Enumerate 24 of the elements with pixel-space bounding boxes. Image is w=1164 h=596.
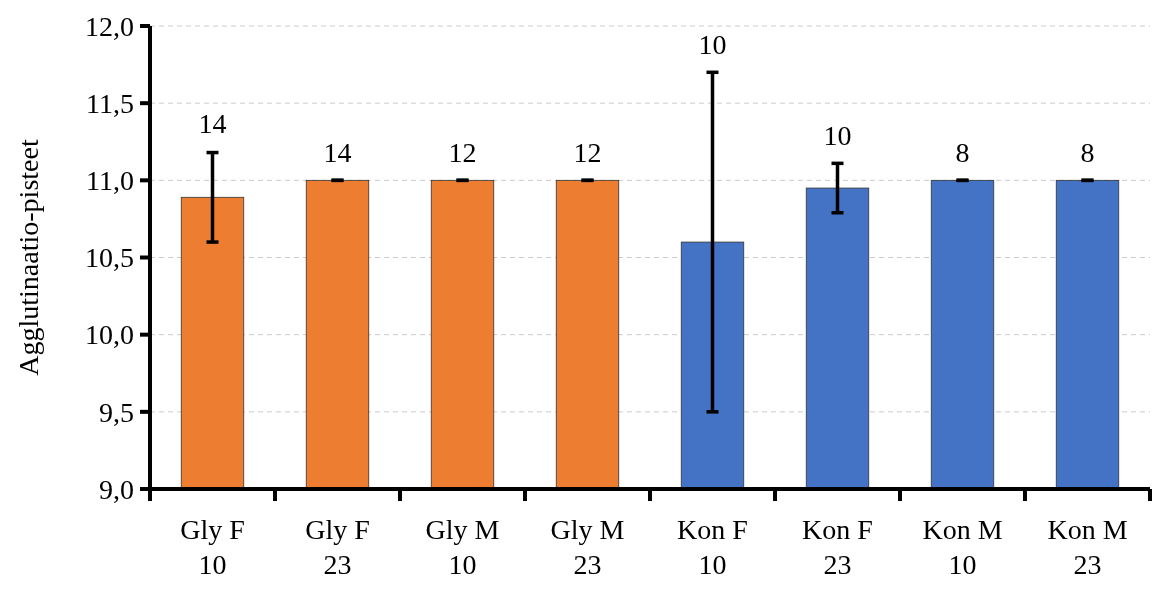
annotation: 8 [1080, 137, 1095, 169]
annotation: 14 [323, 137, 352, 169]
y-tick-label: 10,5 [85, 242, 134, 274]
x-tick-label: Gly M 10 [425, 514, 500, 580]
y-tick-label: 10,0 [85, 319, 134, 351]
y-tick-label: 9,0 [99, 473, 134, 505]
x-tick-label: Gly F 23 [305, 514, 370, 580]
annotation: 10 [698, 29, 727, 61]
annotation: 12 [573, 137, 602, 169]
annotation: 14 [198, 108, 227, 140]
y-tick-label: 11,0 [86, 165, 134, 197]
y-tick-label: 12,0 [85, 10, 134, 42]
x-tick-label: Kon F 23 [802, 514, 873, 580]
y-tick-label: 9,5 [99, 396, 134, 428]
y-axis-title: Agglutinaatio-pisteet [13, 139, 44, 376]
y-tick-label: 11,5 [86, 87, 134, 119]
annotation: 10 [823, 120, 852, 152]
x-tick-label: Gly M 23 [550, 514, 625, 580]
x-tick-label: Gly F 10 [180, 514, 245, 580]
annotation: 8 [955, 137, 970, 169]
x-tick-label: Kon M 23 [1047, 514, 1128, 580]
x-tick-label: Kon F 10 [677, 514, 748, 580]
annotation: 12 [448, 137, 477, 169]
x-tick-label: Kon M 10 [922, 514, 1003, 580]
